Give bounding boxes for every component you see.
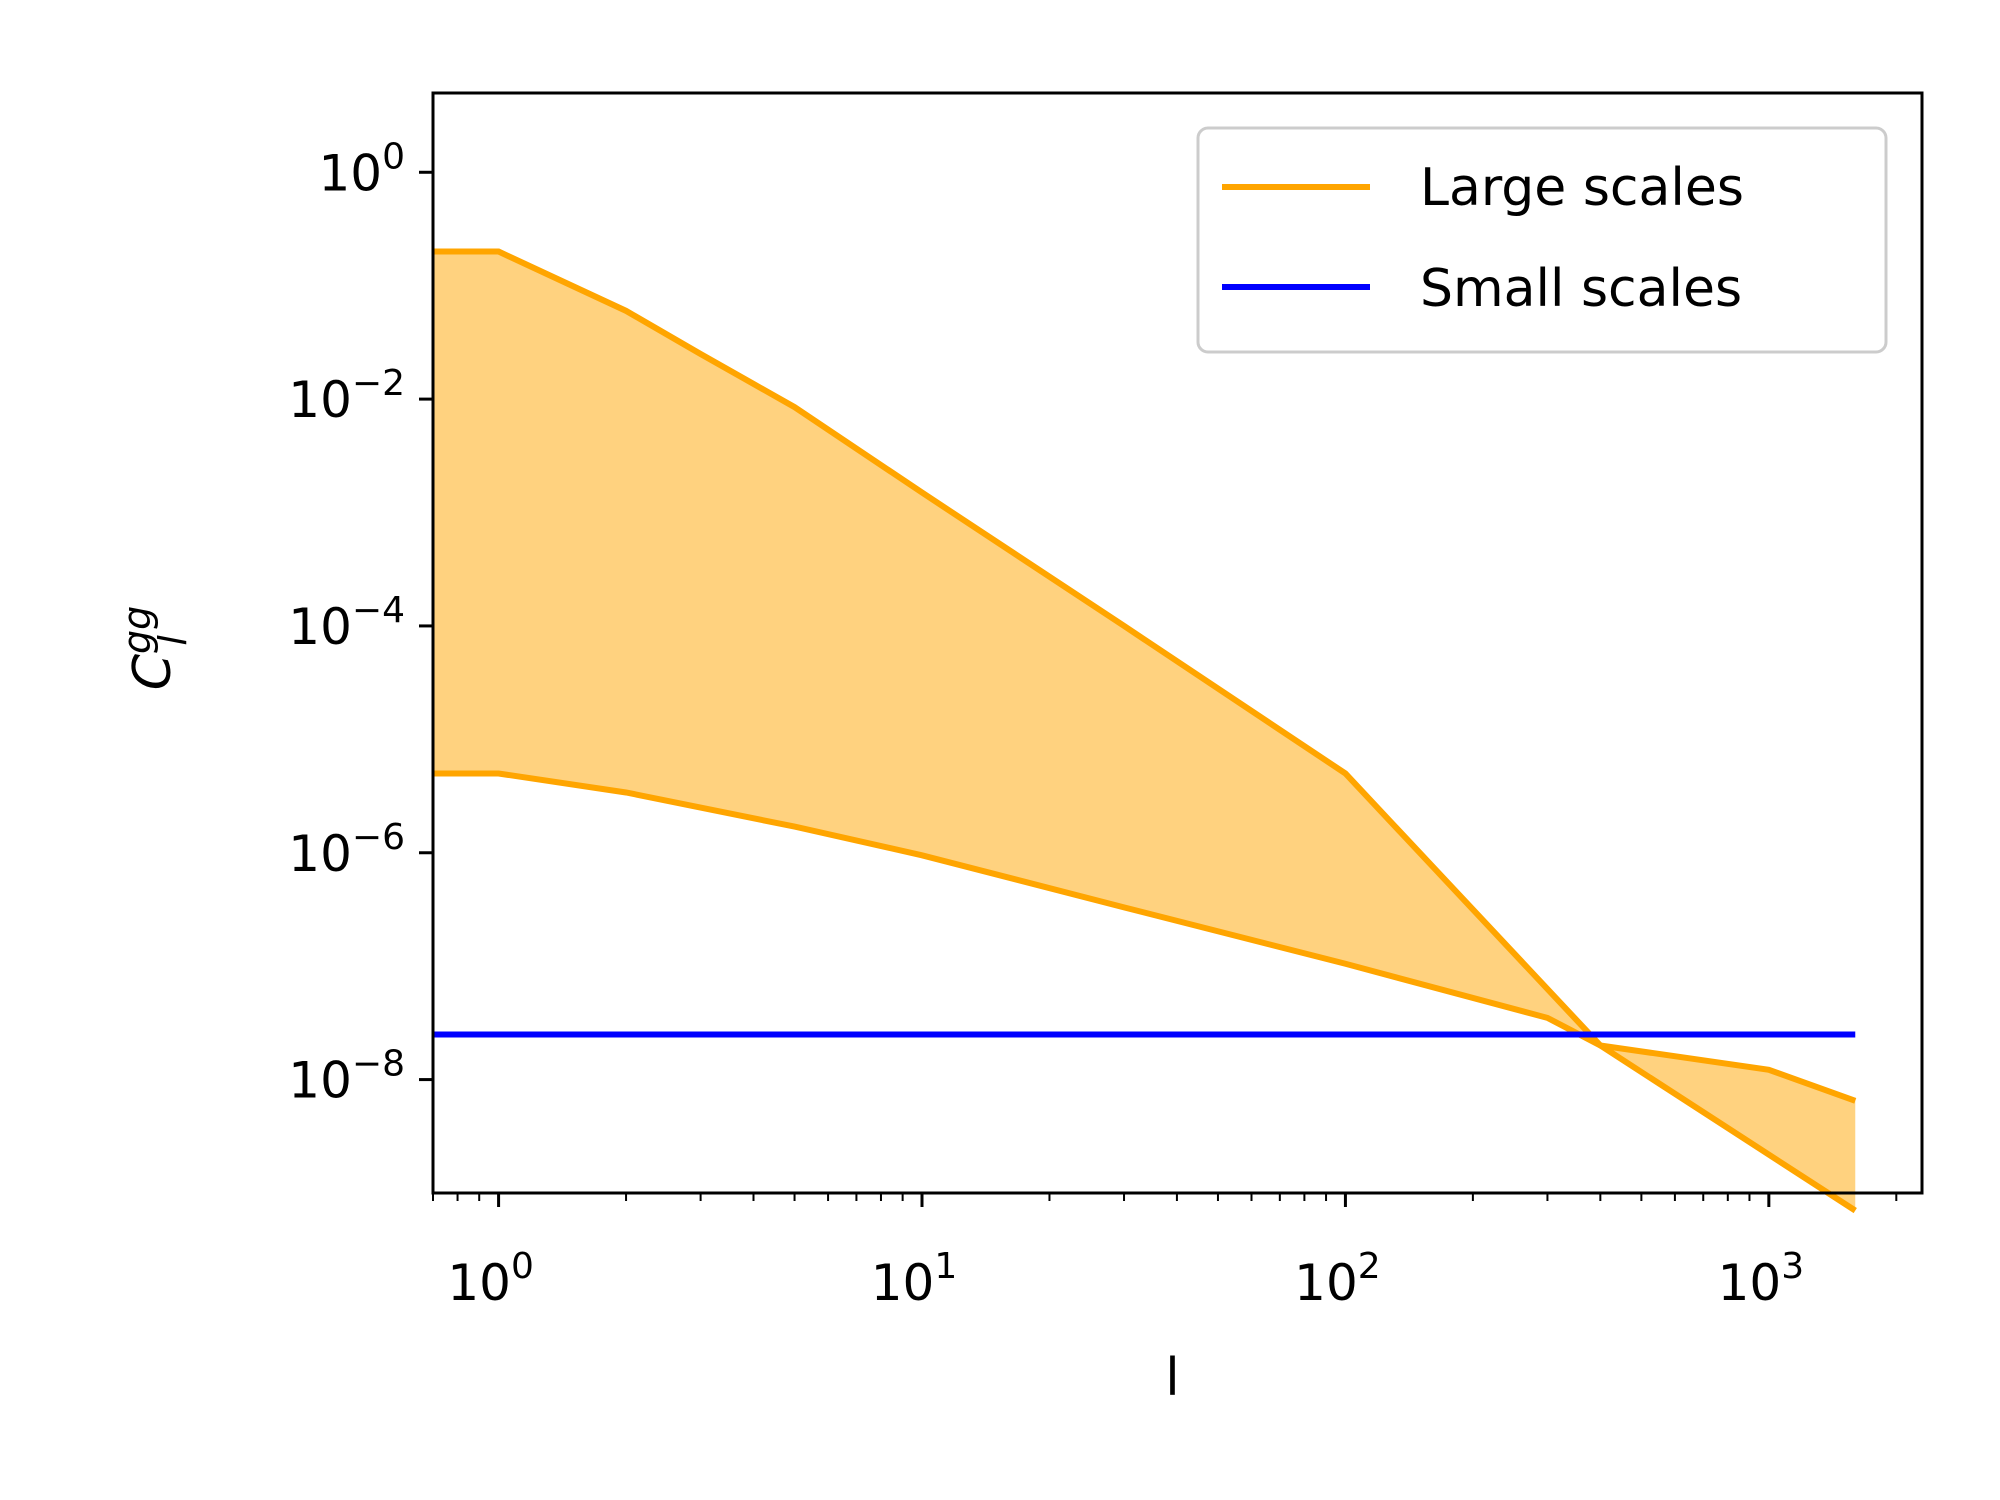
y-axis-label-symbol: C bbox=[123, 653, 183, 690]
y-tick-label: 10−2 bbox=[288, 363, 405, 429]
x-tick-label-exponent: 3 bbox=[1781, 1246, 1804, 1287]
y-tick-label-exponent: −6 bbox=[352, 817, 405, 858]
x-tick-label: 102 bbox=[1294, 1246, 1381, 1312]
x-tick-label-base: 10 bbox=[1294, 1254, 1358, 1312]
x-axis-ticks: 100 101 102 103 bbox=[432, 1193, 1898, 1312]
y-axis-label-superscript: gg bbox=[115, 606, 159, 654]
x-tick-label-exponent: 1 bbox=[934, 1246, 957, 1287]
x-tick-label-exponent: 0 bbox=[511, 1246, 534, 1287]
y-tick-label: 10−8 bbox=[288, 1044, 405, 1110]
y-tick-label-base: 10 bbox=[288, 825, 352, 883]
large-scales-lower-line bbox=[433, 770, 1857, 1104]
x-tick-label-exponent: 2 bbox=[1358, 1246, 1381, 1287]
y-tick-label-base: 10 bbox=[288, 598, 352, 656]
y-tick-label: 10−4 bbox=[288, 590, 405, 656]
large-scales-band bbox=[433, 251, 1856, 1211]
large-scales-upper-line bbox=[433, 248, 1857, 1214]
y-tick-label-base: 10 bbox=[318, 144, 382, 202]
x-tick-label: 100 bbox=[447, 1246, 534, 1312]
legend: Large scales Small scales bbox=[1196, 126, 1888, 354]
x-axis-label: l bbox=[1165, 1348, 1179, 1408]
y-tick-label-base: 10 bbox=[288, 1052, 352, 1110]
x-tick-label-base: 10 bbox=[871, 1254, 935, 1312]
x-tick-label: 103 bbox=[1718, 1246, 1805, 1312]
y-tick-label: 100 bbox=[318, 136, 405, 202]
y-tick-label-exponent: 0 bbox=[382, 136, 405, 177]
y-tick-label: 10−6 bbox=[288, 817, 405, 883]
y-tick-label-exponent: −4 bbox=[352, 590, 405, 631]
x-tick-label: 101 bbox=[871, 1246, 958, 1312]
y-tick-label-exponent: −2 bbox=[352, 363, 405, 404]
y-tick-label-exponent: −8 bbox=[352, 1044, 405, 1085]
x-tick-label-base: 10 bbox=[447, 1254, 511, 1312]
legend-label-small-scales: Small scales bbox=[1420, 259, 1742, 319]
x-tick-label-base: 10 bbox=[1718, 1254, 1782, 1312]
plot-area bbox=[433, 248, 1857, 1214]
legend-label-large-scales: Large scales bbox=[1420, 158, 1744, 218]
y-tick-label-base: 10 bbox=[288, 371, 352, 429]
y-axis-label: Cggl bbox=[115, 606, 195, 691]
y-axis-label-subscript: l bbox=[151, 635, 195, 646]
